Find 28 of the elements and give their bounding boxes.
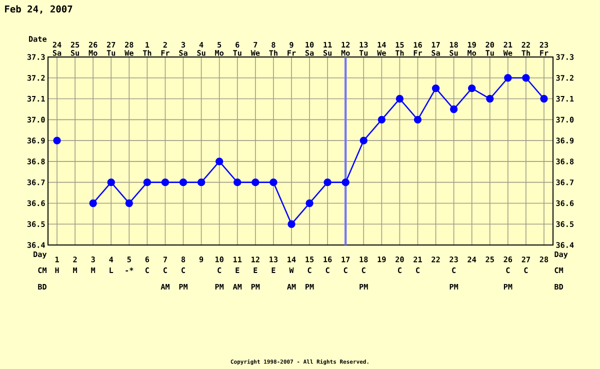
- point: [324, 178, 332, 186]
- point: [306, 199, 314, 208]
- point: [197, 178, 206, 186]
- point: [215, 158, 224, 166]
- point: [342, 178, 350, 186]
- point: [396, 94, 404, 103]
- point: [89, 199, 97, 208]
- point: [270, 178, 278, 186]
- point: [179, 178, 188, 186]
- point: [360, 136, 368, 144]
- point: [107, 178, 115, 186]
- point: [414, 116, 422, 124]
- point: [486, 94, 494, 103]
- point: [234, 178, 242, 186]
- point: [540, 94, 548, 103]
- chart-title: Feb 24, 2007: [5, 5, 72, 14]
- point: [53, 136, 61, 144]
- point: [125, 199, 134, 208]
- point: [504, 74, 512, 82]
- point: [161, 178, 170, 186]
- point: [143, 178, 152, 186]
- point: [432, 84, 440, 92]
- point: [288, 220, 296, 228]
- point: [450, 105, 458, 114]
- point: [252, 178, 260, 186]
- point: [378, 116, 386, 124]
- point: [522, 74, 530, 82]
- point: [468, 84, 476, 92]
